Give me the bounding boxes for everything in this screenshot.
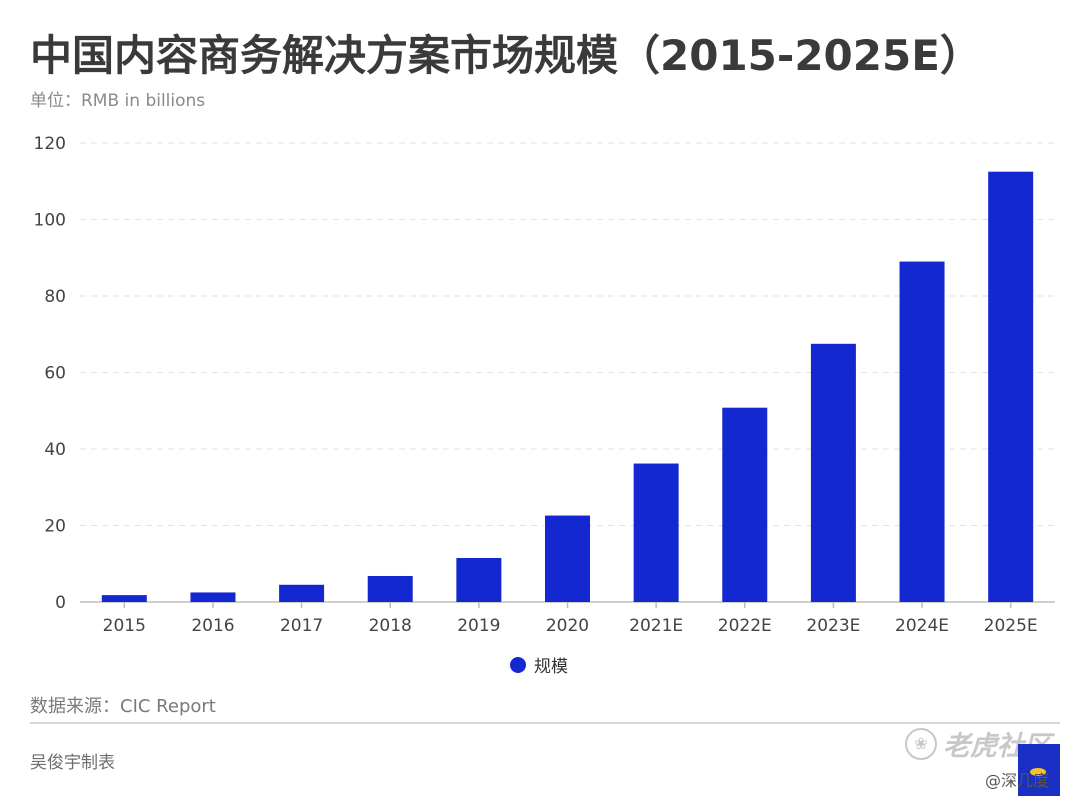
divider [30, 722, 1060, 724]
unit-label: 单位：RMB in billions [30, 91, 206, 111]
logo-icon [1018, 744, 1060, 796]
bar [456, 558, 502, 602]
y-tick-label: 20 [44, 517, 66, 537]
author-handle: @深几度 [985, 771, 1050, 790]
x-tick-label: 2023E [806, 616, 860, 636]
chart-title: 中国内容商务解决方案市场规模（2015-2025E） [30, 31, 982, 80]
y-tick-label: 100 [34, 211, 66, 231]
x-tick-label: 2015 [103, 616, 146, 636]
x-tick-label: 2025E [984, 616, 1038, 636]
bar [722, 407, 768, 602]
paw-icon: ❀ [905, 727, 937, 760]
x-tick-label: 2017 [280, 616, 323, 636]
author-note: 吴俊宇制表 [30, 753, 115, 773]
bar [988, 171, 1034, 602]
bar [545, 515, 590, 602]
bar [101, 595, 147, 602]
y-tick-label: 0 [55, 593, 66, 613]
y-tick-label: 120 [34, 134, 66, 154]
bar [367, 575, 413, 602]
x-tick-label: 2021E [629, 616, 683, 636]
x-tick-label: 2018 [369, 616, 412, 636]
legend-swatch [510, 656, 526, 673]
y-tick-label: 40 [44, 440, 66, 460]
bar [190, 592, 236, 602]
bar [633, 463, 679, 602]
legend-label: 规模 [534, 657, 568, 677]
x-tick-label: 2022E [718, 616, 772, 636]
x-tick-label: 2020 [546, 616, 589, 636]
bar [810, 343, 856, 602]
bar [899, 261, 945, 602]
y-tick-label: 80 [44, 287, 66, 307]
y-tick-label: 60 [44, 364, 66, 384]
bar-chart: 0 20 40 60 80 100 120 2015 2016 2017 2018 2019 2020 2… [34, 134, 1055, 636]
x-tick-label: 2019 [457, 616, 500, 636]
legend: 规模 [510, 652, 568, 677]
x-tick-label: 2016 [191, 616, 234, 636]
x-tick-label: 2024E [895, 616, 949, 636]
bar [279, 584, 325, 602]
source-note: 数据来源：CIC Report [30, 696, 216, 717]
